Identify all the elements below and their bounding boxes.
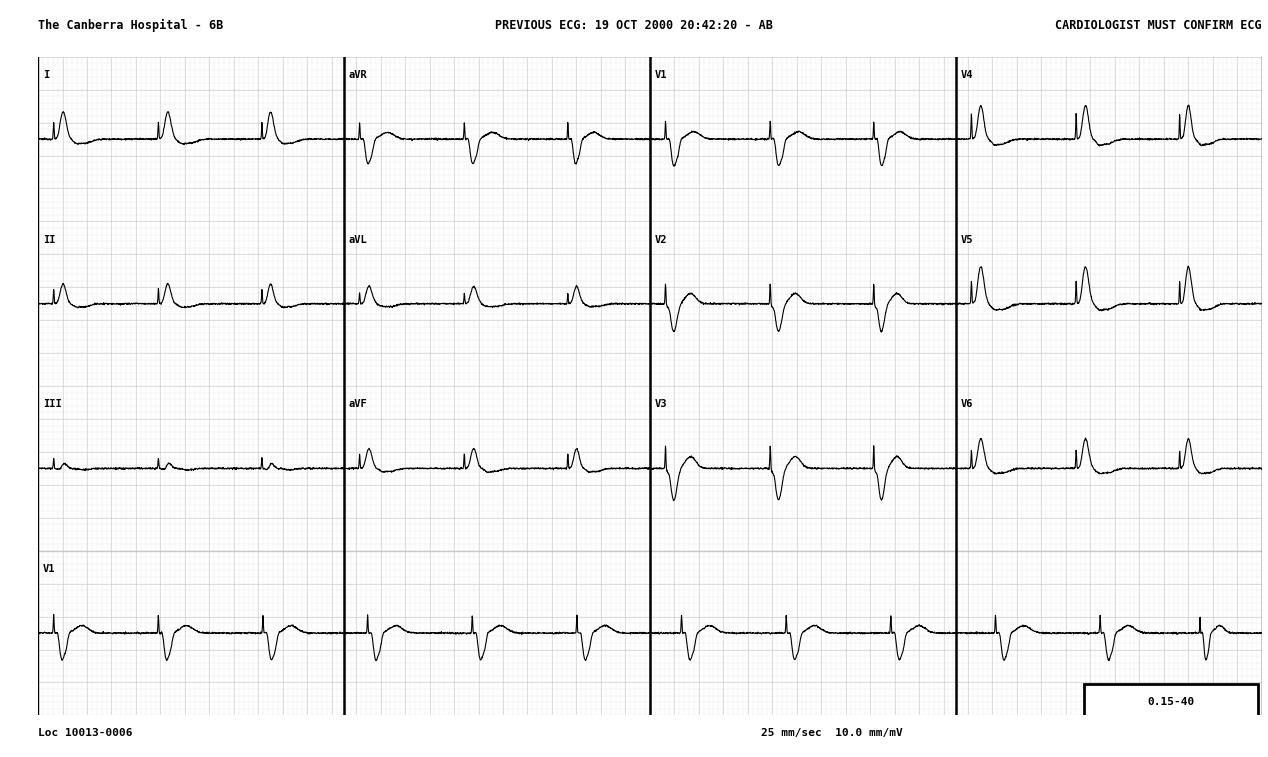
Text: 0.15-40: 0.15-40 [1148,697,1194,707]
Text: V1: V1 [654,70,667,80]
Text: V1: V1 [43,564,56,574]
Text: II: II [43,235,56,245]
Text: V2: V2 [654,235,667,245]
Text: V6: V6 [961,399,973,410]
Text: V5: V5 [961,235,973,245]
Text: Loc 10013-0006: Loc 10013-0006 [38,728,133,738]
Text: aVL: aVL [349,235,368,245]
Text: aVR: aVR [349,70,368,80]
Text: CARDIOLOGIST MUST CONFIRM ECG: CARDIOLOGIST MUST CONFIRM ECG [1055,19,1262,32]
Text: aVF: aVF [349,399,368,410]
Text: PREVIOUS ECG: 19 OCT 2000 20:42:20 - AB: PREVIOUS ECG: 19 OCT 2000 20:42:20 - AB [495,19,773,32]
Text: I: I [43,70,49,80]
Bar [1084,684,1258,721]
Text: III: III [43,399,62,410]
Text: The Canberra Hospital - 6B: The Canberra Hospital - 6B [38,19,223,32]
Text: V4: V4 [961,70,973,80]
Text: V3: V3 [654,399,667,410]
Text: 25 mm/sec  10.0 mm/mV: 25 mm/sec 10.0 mm/mV [761,728,903,738]
